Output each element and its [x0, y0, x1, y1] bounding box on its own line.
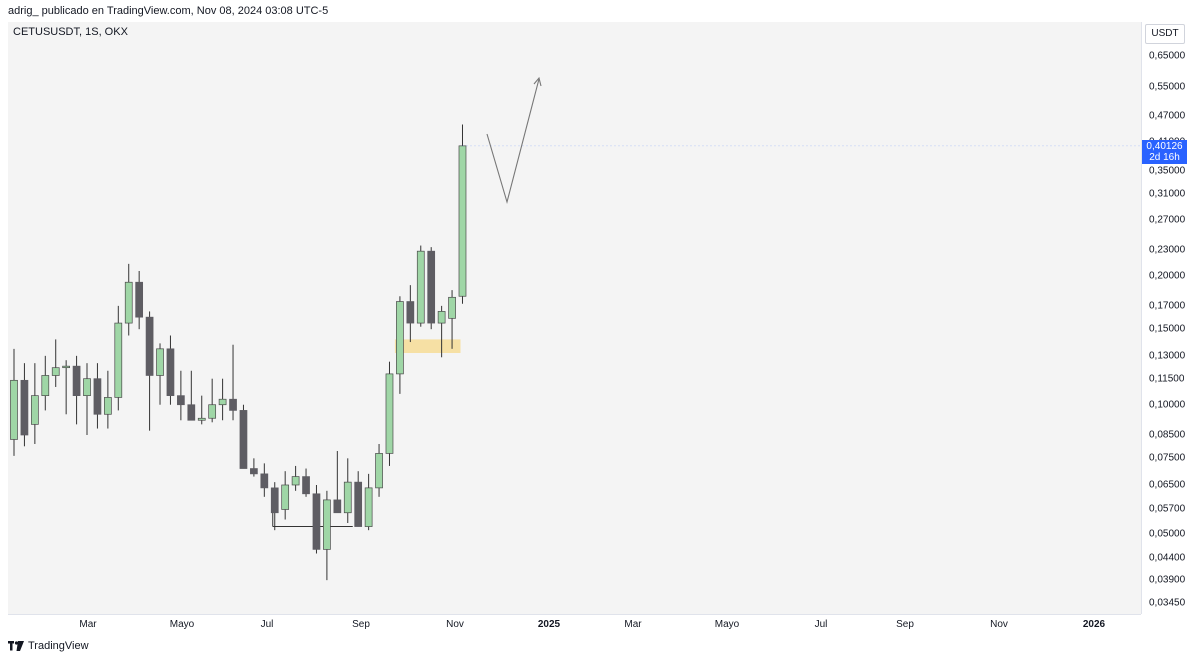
price-tick-label: 0,27000	[1149, 214, 1186, 226]
support-zone	[394, 339, 461, 354]
bearish-candle	[270, 487, 279, 514]
bearish-candle	[302, 476, 310, 495]
price-tick-label: 0,47000	[1149, 110, 1186, 122]
bullish-candle	[375, 453, 383, 489]
bearish-candle	[354, 481, 363, 527]
price-tick-label: 0,07500	[1149, 452, 1186, 464]
price-tick-label: 0,15000	[1149, 323, 1186, 335]
bullish-candle	[291, 476, 300, 486]
time-tick-label: Jul	[260, 619, 274, 630]
bullish-candle	[458, 145, 467, 297]
bearish-candle	[145, 316, 154, 376]
bearish-candle	[427, 250, 436, 324]
bullish-candle	[41, 375, 50, 396]
bullish-candle	[396, 301, 404, 375]
last-price-value: 0,40126	[1146, 141, 1183, 152]
publish-caption: adrig_ publicado en TradingView.com, Nov…	[8, 5, 329, 17]
time-tick-label: 2026	[1082, 619, 1106, 630]
projection-arrowhead	[533, 76, 542, 87]
bearish-candle	[187, 404, 196, 421]
bullish-candle	[364, 487, 373, 527]
currency-selector[interactable]: USDT	[1145, 24, 1185, 44]
footer-brand: TradingView	[28, 640, 89, 652]
bullish-candle	[31, 395, 39, 425]
chart-pane[interactable]	[8, 22, 1141, 614]
price-tick-label: 0,17000	[1149, 300, 1186, 312]
price-tick-label: 0,08500	[1149, 429, 1186, 441]
bullish-candle	[62, 365, 71, 369]
price-tick-label: 0,03450	[1149, 597, 1186, 609]
price-tick-label: 0,04400	[1149, 552, 1186, 564]
bullish-candle	[323, 499, 331, 550]
bullish-candle	[83, 378, 91, 396]
bullish-candle	[10, 379, 18, 440]
time-tick-label: Nov	[446, 619, 464, 630]
bullish-candle	[343, 481, 352, 514]
time-tick-label: Nov	[990, 619, 1008, 630]
bullish-candle	[208, 404, 217, 419]
price-tick-label: 0,20000	[1149, 270, 1186, 282]
bearish-candle	[406, 301, 415, 324]
bullish-candle	[156, 348, 164, 376]
bearish-candle	[229, 398, 237, 411]
time-tick-label: Sep	[896, 619, 914, 630]
time-axis-separator	[8, 614, 1141, 615]
tradingview-logo[interactable]: TradingView	[8, 640, 89, 652]
last-price-badge: 0,40126 2d 16h	[1142, 140, 1187, 164]
price-tick-label: 0,05000	[1149, 528, 1186, 540]
bullish-candle	[51, 367, 60, 376]
price-tick-label: 0,65000	[1149, 50, 1186, 62]
bullish-candle	[281, 484, 290, 510]
price-tick-label: 0,13000	[1149, 350, 1186, 362]
projection-path	[486, 78, 540, 205]
price-tick-label: 0,10000	[1149, 399, 1186, 411]
symbol-label[interactable]: CETUSUSDT, 1S, OKX	[13, 26, 128, 38]
bearish-candle	[333, 499, 342, 514]
price-tick-label: 0,06500	[1149, 479, 1186, 491]
time-tick-label: Mar	[624, 619, 642, 630]
price-axis-separator	[1141, 22, 1142, 614]
bearish-candle	[312, 493, 321, 550]
tradingview-logo-icon	[8, 641, 24, 651]
price-tick-label: 0,35000	[1149, 165, 1186, 177]
price-tick-label: 0,55000	[1149, 81, 1186, 93]
bearish-candle	[135, 281, 144, 318]
bullish-candle	[197, 417, 206, 421]
bar-countdown: 2d 16h	[1149, 152, 1180, 163]
bearish-candle	[93, 378, 102, 415]
price-tick-label: 0,31000	[1149, 188, 1186, 200]
price-tick-label: 0,05700	[1149, 503, 1186, 515]
bearish-candle	[250, 468, 258, 475]
price-tick-label: 0,23000	[1149, 244, 1186, 256]
bearish-candle	[20, 379, 29, 436]
price-tick-label: 0,03900	[1149, 574, 1186, 586]
price-tick-label: 0,11500	[1149, 373, 1185, 385]
time-tick-label: Jul	[814, 619, 828, 630]
bearish-candle	[72, 365, 81, 396]
time-tick-label: Mayo	[714, 619, 740, 630]
bullish-candle	[437, 311, 446, 324]
time-tick-label: Sep	[352, 619, 370, 630]
bullish-candle	[218, 398, 227, 406]
bearish-candle	[239, 410, 248, 469]
bullish-candle	[448, 296, 456, 319]
bullish-candle	[385, 373, 394, 454]
bearish-candle	[260, 473, 269, 489]
time-tick-label: Mayo	[169, 619, 195, 630]
bullish-candle	[124, 281, 133, 324]
bullish-candle	[416, 250, 425, 324]
bearish-candle	[166, 348, 175, 396]
bullish-candle	[104, 397, 112, 415]
bullish-candle	[114, 322, 123, 398]
bearish-candle	[177, 395, 185, 406]
time-tick-label: 2025	[537, 619, 561, 630]
time-tick-label: Mar	[79, 619, 97, 630]
